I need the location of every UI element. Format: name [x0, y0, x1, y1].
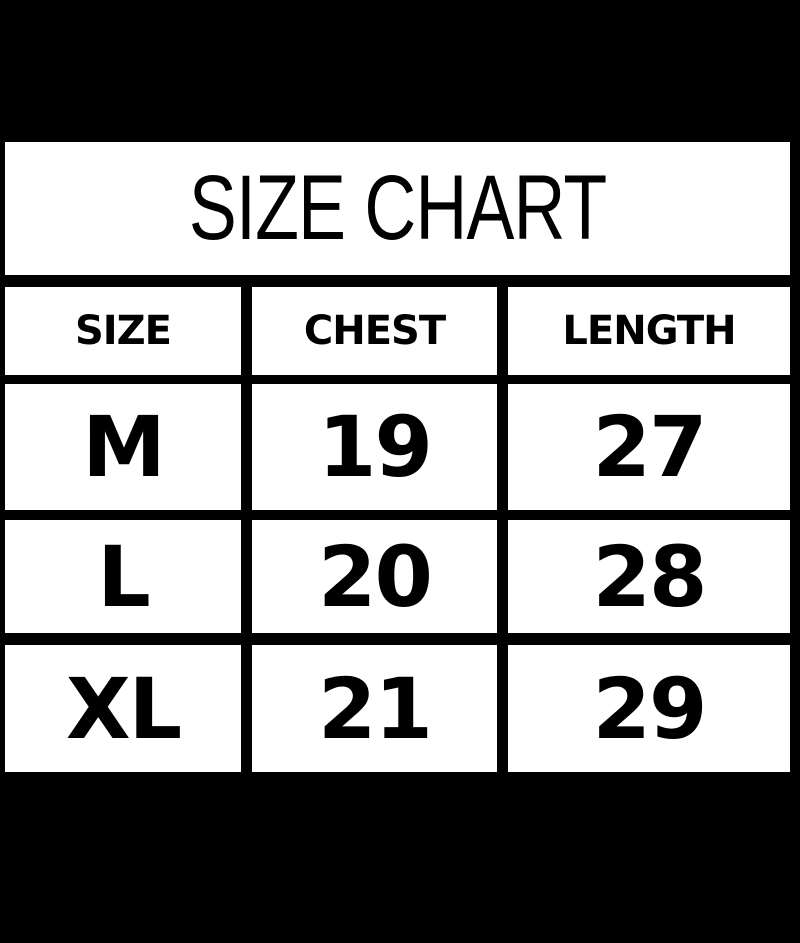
header-cell-size: SIZE [5, 287, 241, 375]
cell-value: 28 [592, 527, 708, 626]
header-label: LENGTH [562, 308, 736, 354]
header-label: SIZE [74, 308, 172, 354]
header-label: CHEST [303, 308, 446, 354]
title-box: SIZE CHART [5, 142, 790, 275]
chart-title: SIZE CHART [188, 157, 607, 259]
chest-cell: 19 [252, 384, 497, 510]
cell-value: M [82, 398, 166, 496]
chest-cell: 21 [252, 645, 497, 772]
cell-value: 19 [318, 398, 433, 496]
length-cell: 28 [508, 520, 790, 633]
cell-value: 20 [318, 527, 433, 626]
cell-value: L [97, 527, 151, 626]
header-cell-chest: CHEST [252, 287, 497, 375]
cell-value: 29 [592, 659, 708, 758]
size-cell: L [5, 520, 241, 633]
cell-value: 27 [592, 398, 708, 496]
size-cell: M [5, 384, 241, 510]
cell-value: XL [65, 659, 182, 758]
header-cell-length: LENGTH [508, 287, 790, 375]
length-cell: 27 [508, 384, 790, 510]
chest-cell: 20 [252, 520, 497, 633]
length-cell: 29 [508, 645, 790, 772]
cell-value: 21 [318, 659, 433, 758]
size-cell: XL [5, 645, 241, 772]
